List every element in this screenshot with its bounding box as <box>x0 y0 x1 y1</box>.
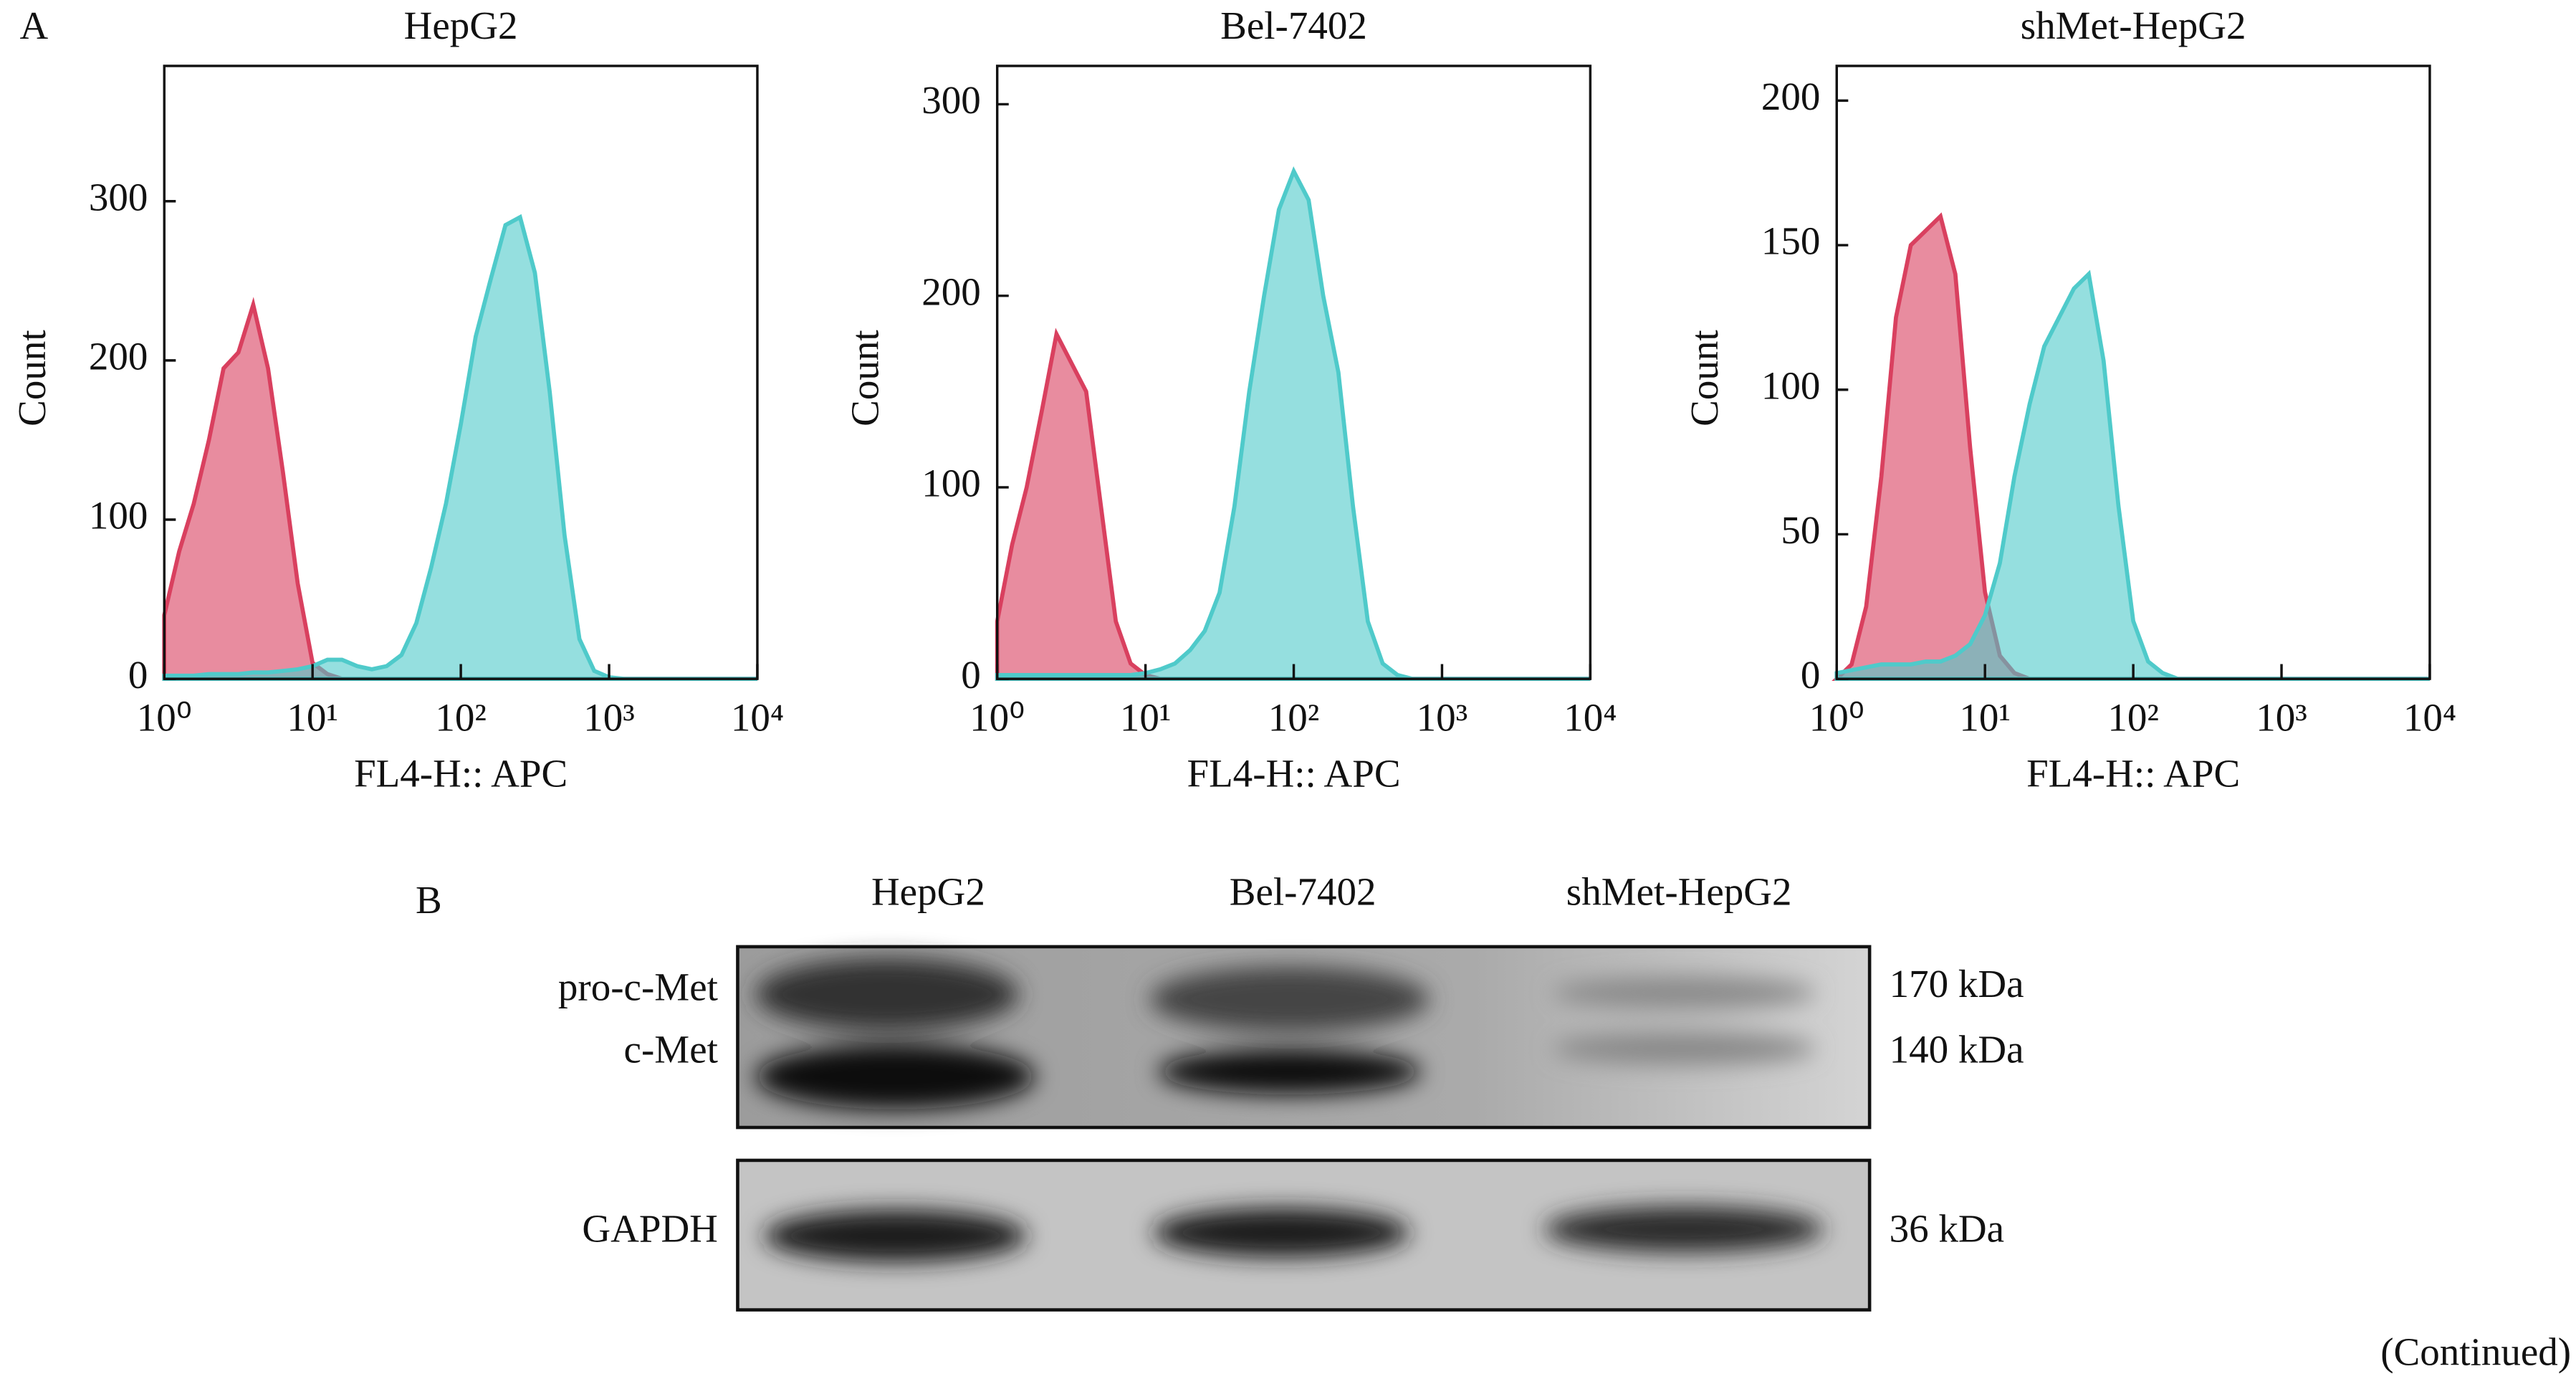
band-name: pro-c-Met <box>558 965 718 1008</box>
y-tick-label: 300 <box>921 78 981 122</box>
x-tick-label: 10² <box>2107 695 2159 739</box>
y-tick-label: 50 <box>1781 508 1820 552</box>
x-tick-label: 10³ <box>583 695 635 739</box>
lane-label: HepG2 <box>871 869 985 913</box>
x-tick-label: 10² <box>435 695 487 739</box>
y-tick-label: 300 <box>89 175 148 219</box>
band-name: GAPDH <box>582 1206 718 1250</box>
y-axis-label: Count <box>10 330 54 426</box>
footnote: (Continued) <box>2380 1330 2571 1373</box>
y-tick-label: 0 <box>128 653 148 697</box>
y-tick-label: 150 <box>1761 219 1821 263</box>
panel-label: B <box>416 878 442 922</box>
x-tick-label: 10⁴ <box>2403 695 2456 739</box>
x-tick-label: 10³ <box>2256 695 2307 739</box>
x-tick-label: 10⁰ <box>969 695 1025 739</box>
y-axis-label: Count <box>1682 330 1726 426</box>
x-tick-label: 10¹ <box>287 695 338 739</box>
y-tick-label: 0 <box>1801 653 1821 697</box>
y-tick-label: 100 <box>1761 363 1821 407</box>
x-axis-label: FL4-H:: APC <box>1187 751 1400 795</box>
x-tick-label: 10⁰ <box>137 695 192 739</box>
lane-label: Bel-7402 <box>1230 869 1376 913</box>
band-size: 170 kDa <box>1890 962 2024 1006</box>
x-tick-label: 10³ <box>1417 695 1468 739</box>
band-size: 140 kDa <box>1890 1028 2024 1072</box>
chart-title: HepG2 <box>404 4 518 47</box>
y-tick-label: 200 <box>1761 75 1821 118</box>
y-tick-label: 200 <box>89 335 148 378</box>
lane-label: shMet-HepG2 <box>1566 869 1792 913</box>
blot-top <box>736 945 1872 1130</box>
y-tick-label: 100 <box>921 462 981 505</box>
band-name: c-Met <box>624 1028 718 1072</box>
x-tick-label: 10¹ <box>1120 695 1172 739</box>
band-size: 36 kDa <box>1890 1206 2004 1250</box>
chart-title: Bel-7402 <box>1220 4 1367 47</box>
x-tick-label: 10⁰ <box>1809 695 1864 739</box>
panel-label: A <box>20 4 49 47</box>
x-tick-label: 10⁴ <box>731 695 784 739</box>
y-tick-label: 0 <box>961 653 981 697</box>
y-axis-label: Count <box>843 330 886 426</box>
chart-title: shMet-HepG2 <box>2021 4 2246 47</box>
y-tick-label: 100 <box>89 494 148 538</box>
blot-bottom <box>736 1158 1872 1312</box>
x-tick-label: 10² <box>1268 695 1320 739</box>
x-axis-label: FL4-H:: APC <box>2026 751 2240 795</box>
y-tick-label: 200 <box>921 269 981 313</box>
x-tick-label: 10⁴ <box>1564 695 1617 739</box>
x-axis-label: FL4-H:: APC <box>354 751 568 795</box>
x-tick-label: 10¹ <box>1959 695 2011 739</box>
